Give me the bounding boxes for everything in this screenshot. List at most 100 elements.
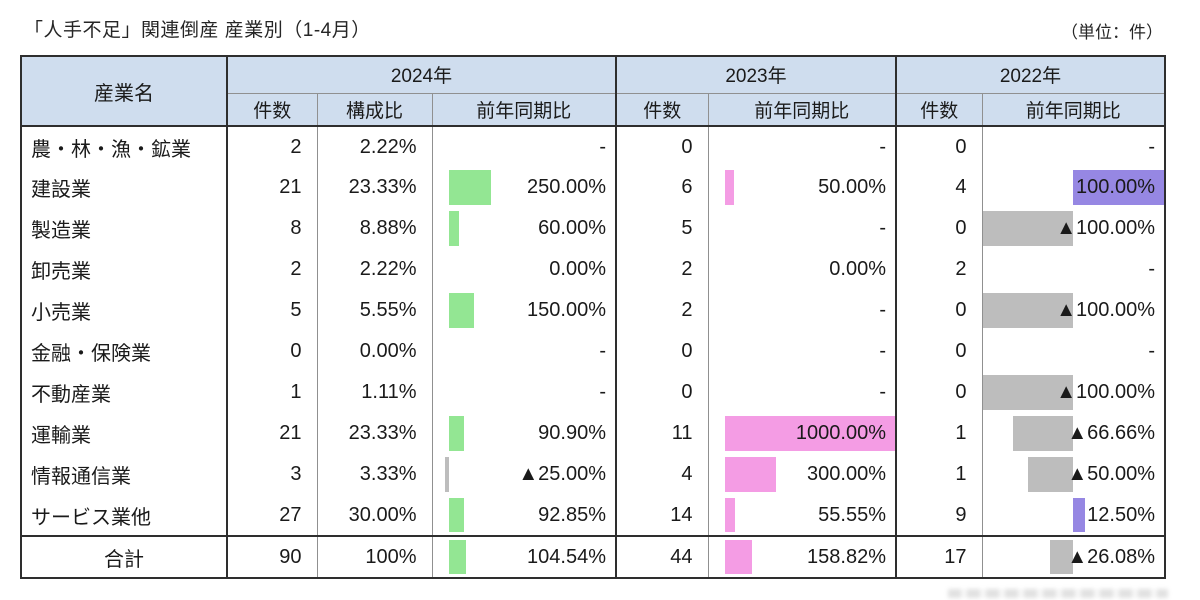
count-2023: 2 (615, 249, 708, 290)
data-bar-gray (983, 211, 1074, 246)
yoy-value: ▲50.00% (1067, 463, 1155, 485)
table-row-wholesale: 卸売業 2 2.22% 0.00% 2 0.00% 2 - (21, 249, 1165, 290)
yoy-value: ▲100.00% (1056, 381, 1155, 403)
yoy-2022: ▲26.08% (981, 535, 1165, 578)
count-2023: 0 (615, 126, 708, 167)
count-2024: 0 (226, 331, 317, 372)
yoy-value: ▲100.00% (1056, 217, 1155, 239)
count-2024: 21 (226, 413, 317, 454)
industry-name: 農・林・漁・鉱業 (31, 138, 191, 161)
count-2024: 1 (226, 372, 317, 413)
count-2022: 0 (895, 208, 982, 249)
table-row-real-estate: 不動産業 1 1.11% - 0 - 0 ▲100.00% (21, 372, 1165, 413)
yoy-value: 55.55% (818, 503, 886, 526)
yoy-2023: 55.55% (707, 495, 896, 536)
count-2023: 14 (615, 495, 708, 536)
table-row-construction: 建設業 21 23.33% 250.00% 6 50.00% 4 100.00% (21, 167, 1165, 208)
data-bar-pink (725, 170, 734, 205)
yoy-2023: 300.00% (707, 454, 896, 495)
data-bar-green (449, 211, 460, 246)
yoy-value: - (879, 135, 886, 158)
yoy-value: 100.00% (1076, 176, 1155, 198)
yoy-2022: ▲50.00% (981, 454, 1165, 495)
page-title: 「人手不足」関連倒産 産業別（1-4月） (24, 20, 371, 41)
count-2024: 27 (226, 495, 317, 536)
share-2024: 5.55% (316, 290, 432, 331)
yoy-2024: 150.00% (431, 290, 616, 331)
data-bar-green (449, 170, 491, 205)
yoy-value: 150.00% (527, 299, 606, 321)
industry-name: 卸売業 (31, 261, 91, 283)
count-2022: 4 (895, 167, 982, 208)
table-row-retail: 小売業 5 5.55% 150.00% 2 - 0 ▲100.00% (21, 290, 1165, 331)
yoy-2024: 90.90% (431, 413, 616, 454)
table-row-finance-insurance: 金融・保険業 0 0.00% - 0 - 0 - (21, 331, 1165, 372)
industry-name: 製造業 (31, 220, 91, 242)
yoy-value: 50.00% (818, 176, 886, 198)
yoy-value: - (879, 217, 886, 239)
data-bar-gray (1027, 457, 1074, 492)
yoy-2024: 92.85% (431, 495, 616, 536)
share-2024: 3.33% (316, 454, 432, 495)
yoy-2023: 1000.00% (707, 413, 896, 454)
yoy-2022: ▲100.00% (981, 208, 1165, 249)
share-2024: 100% (316, 535, 432, 578)
yoy-2022: 12.50% (981, 495, 1165, 536)
yoy-2022: - (981, 126, 1165, 167)
data-bar-green (449, 293, 474, 328)
header-yoy-2023: 前年同期比 (707, 93, 896, 127)
data-bar-green (449, 416, 465, 451)
share-2024: 1.11% (316, 372, 432, 413)
header-count-2022: 件数 (895, 93, 982, 127)
count-2022: 0 (895, 372, 982, 413)
yoy-2022: - (981, 249, 1165, 290)
count-2023: 0 (615, 331, 708, 372)
yoy-2024: 60.00% (431, 208, 616, 249)
industry-name: 不動産業 (31, 384, 111, 406)
count-2024: 2 (226, 126, 317, 167)
data-bar-purple (1073, 170, 1164, 205)
yoy-value: - (879, 340, 886, 362)
yoy-value: 0.00% (549, 258, 606, 280)
count-2022: 0 (895, 126, 982, 167)
data-bar-pink (725, 540, 753, 574)
header-industry: 産業名 (21, 56, 227, 127)
yoy-value: ▲25.00% (518, 463, 606, 485)
yoy-value: 1000.00% (795, 422, 886, 444)
count-2022: 0 (895, 331, 982, 372)
count-2024: 5 (226, 290, 317, 331)
header-row-years: 産業名 2024年 2023年 2022年 (21, 56, 1165, 127)
count-2024: 8 (226, 208, 317, 249)
header-year-2024: 2024年 (226, 56, 616, 94)
table-row-agriculture: 農・林・漁・鉱業 2 2.22% - 0 - 0 - (21, 126, 1165, 167)
count-2022: 1 (895, 413, 982, 454)
industry-name: サービス業他 (31, 506, 151, 529)
yoy-2023: 158.82% (707, 535, 896, 578)
data-bar-purple (1073, 498, 1085, 532)
table-row-transport: 運輸業 21 23.33% 90.90% 11 1000.00% 1 ▲66.6… (21, 413, 1165, 454)
count-2023: 5 (615, 208, 708, 249)
industry-name: 運輸業 (31, 425, 91, 447)
header-year-2023: 2023年 (615, 56, 896, 94)
count-2022: 2 (895, 249, 982, 290)
header-year-2022: 2022年 (895, 56, 1165, 94)
share-2024: 23.33% (316, 167, 432, 208)
data-bar-pink (725, 416, 895, 451)
count-2023: 6 (615, 167, 708, 208)
yoy-value: - (1148, 135, 1155, 158)
yoy-value: - (599, 381, 606, 403)
yoy-2023: - (707, 331, 896, 372)
table-row-total: 合計 90 100% 104.54% 44 158.82% 17 ▲26.08% (21, 535, 1165, 578)
yoy-2024: - (431, 331, 616, 372)
yoy-value: - (1148, 258, 1155, 280)
industry-name: 建設業 (31, 179, 91, 201)
yoy-2022: ▲100.00% (981, 372, 1165, 413)
yoy-value: ▲26.08% (1067, 545, 1155, 568)
data-bar-gray (444, 457, 450, 492)
total-label: 合計 (21, 535, 227, 578)
yoy-value: 0.00% (829, 258, 886, 280)
header-count-2023: 件数 (615, 93, 708, 127)
data-bar-gray (983, 375, 1074, 410)
share-2024: 2.22% (316, 126, 432, 167)
